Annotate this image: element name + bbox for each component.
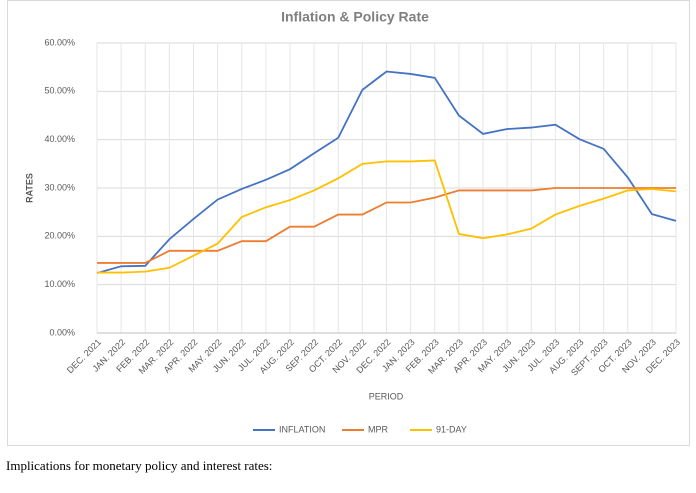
chart-frame — [7, 0, 690, 446]
series-line — [97, 159, 677, 274]
y-tick-label: 20.00% — [44, 231, 75, 241]
legend-label: MPR — [368, 424, 389, 434]
series-line — [96, 70, 677, 274]
y-tick-label: 10.00% — [44, 279, 75, 289]
series-line — [97, 187, 676, 264]
chart-title: Inflation & Policy Rate — [281, 9, 429, 25]
caption: Implications for monetary policy and int… — [6, 458, 272, 473]
legend-label: INFLATION — [279, 424, 325, 434]
legend-label: 91-DAY — [436, 424, 467, 434]
y-tick-label: 0.00% — [49, 327, 75, 337]
y-axis-label: RATES — [24, 173, 34, 203]
y-tick-label: 60.00% — [44, 37, 75, 47]
x-axis-label: PERIOD — [369, 391, 404, 401]
y-tick-label: 40.00% — [44, 134, 75, 144]
y-tick-label: 30.00% — [44, 182, 75, 192]
y-tick-label: 50.00% — [44, 86, 75, 96]
